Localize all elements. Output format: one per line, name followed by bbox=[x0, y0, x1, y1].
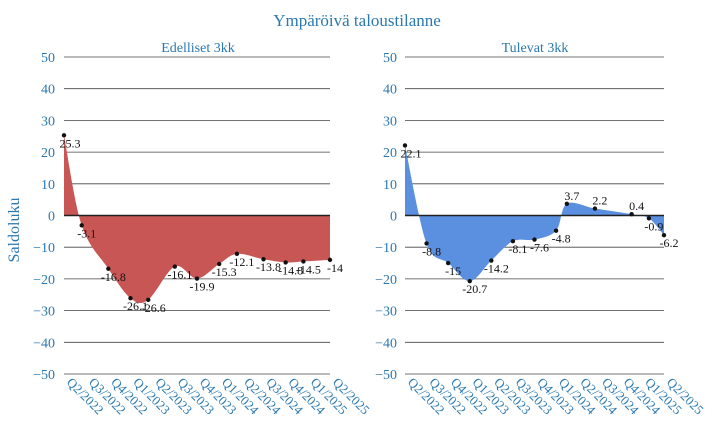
data-label: -14 bbox=[327, 261, 343, 275]
data-label: -4.8 bbox=[552, 232, 571, 246]
data-point bbox=[445, 260, 451, 266]
y-tick-label: −10 bbox=[375, 241, 397, 256]
data-label: -26.6 bbox=[141, 301, 166, 315]
data-point bbox=[553, 228, 559, 233]
panel-previous-3-months: Edelliset 3kk 50 40 30 20 10 0 −10 −20 −30 −40 −50 2… bbox=[33, 41, 373, 418]
y-tick-label: 30 bbox=[41, 114, 55, 129]
data-label: -14.2 bbox=[484, 262, 509, 276]
y-tick-label: 0 bbox=[48, 210, 55, 225]
y-tick-label: −40 bbox=[33, 336, 55, 351]
data-label: -6.2 bbox=[660, 236, 679, 250]
y-tick-label: 20 bbox=[383, 146, 397, 161]
y-tick-label: 20 bbox=[41, 146, 55, 161]
data-point bbox=[79, 223, 84, 228]
data-label: -12.1 bbox=[229, 255, 254, 269]
data-label: -14.8 bbox=[278, 263, 303, 277]
data-point bbox=[532, 237, 537, 242]
y-tick-label: 40 bbox=[383, 83, 397, 98]
chart-title: Ympäröivä taloustilanne bbox=[273, 11, 441, 30]
y-tick-label: 30 bbox=[383, 114, 397, 129]
panel-next-3-months: Tulevat 3kk 50 40 30 20 10 0 −10 −20 −30 −40 −50 22.… bbox=[375, 41, 707, 418]
data-label: 3.7 bbox=[564, 189, 579, 203]
data-label: 22.1 bbox=[401, 146, 422, 160]
data-label: -13.8 bbox=[256, 260, 281, 274]
data-label: -19.9 bbox=[190, 280, 215, 294]
data-label: -14.5 bbox=[296, 262, 321, 276]
data-point bbox=[172, 264, 178, 269]
data-label: -15 bbox=[445, 264, 461, 278]
y-tick-label: −50 bbox=[33, 368, 55, 383]
panel-title: Tulevat 3kk bbox=[502, 41, 569, 56]
data-point bbox=[327, 257, 333, 263]
data-label: 2.2 bbox=[592, 194, 607, 208]
data-point bbox=[661, 232, 667, 238]
data-label: 0.4 bbox=[629, 199, 644, 213]
data-point bbox=[128, 296, 133, 301]
data-label: -8.8 bbox=[422, 244, 441, 258]
data-label: -16.1 bbox=[167, 268, 192, 282]
y-tick-label: 10 bbox=[383, 178, 397, 193]
y-tick-label: −30 bbox=[375, 305, 397, 320]
y-tick-label: −40 bbox=[375, 336, 397, 351]
data-point bbox=[106, 266, 111, 271]
data-label: -0.9 bbox=[644, 219, 663, 233]
data-point bbox=[402, 143, 408, 148]
data-label: -7.6 bbox=[530, 241, 549, 255]
y-tick-label: 10 bbox=[41, 178, 55, 193]
data-label: -15.3 bbox=[212, 265, 237, 279]
y-tick-label: −20 bbox=[33, 273, 55, 288]
data-label: -16.8 bbox=[101, 270, 126, 284]
data-point bbox=[194, 276, 200, 281]
data-point bbox=[489, 258, 494, 263]
data-point bbox=[510, 238, 516, 244]
y-tick-label: 40 bbox=[41, 83, 55, 98]
data-label: 25.3 bbox=[60, 136, 81, 150]
data-label: -8.1 bbox=[508, 242, 527, 256]
data-point bbox=[424, 241, 429, 246]
y-axis-label: Saldoluku bbox=[6, 198, 23, 263]
data-point bbox=[216, 261, 222, 267]
y-tick-label: 50 bbox=[383, 51, 397, 66]
series-area bbox=[64, 135, 330, 304]
data-point bbox=[564, 201, 570, 206]
data-point bbox=[61, 133, 67, 138]
y-tick-label: −10 bbox=[33, 241, 55, 256]
y-tick-label: −30 bbox=[33, 305, 55, 320]
y-tick-label: −50 bbox=[375, 368, 397, 383]
data-label: -26.1 bbox=[123, 299, 148, 313]
data-point bbox=[146, 297, 151, 303]
data-label: -3.1 bbox=[77, 226, 96, 240]
y-tick-label: 0 bbox=[390, 210, 397, 225]
data-point bbox=[467, 278, 472, 284]
data-point bbox=[629, 212, 634, 217]
data-point bbox=[283, 260, 288, 265]
panel-title: Edelliset 3kk bbox=[161, 41, 235, 56]
data-label: -20.7 bbox=[462, 282, 487, 296]
data-point bbox=[261, 257, 266, 262]
data-point bbox=[646, 216, 652, 221]
data-point bbox=[301, 259, 306, 264]
series-area bbox=[405, 145, 664, 282]
y-tick-label: −20 bbox=[375, 273, 397, 288]
data-point bbox=[592, 206, 598, 211]
y-tick-label: 50 bbox=[41, 51, 55, 66]
data-point bbox=[234, 251, 240, 257]
